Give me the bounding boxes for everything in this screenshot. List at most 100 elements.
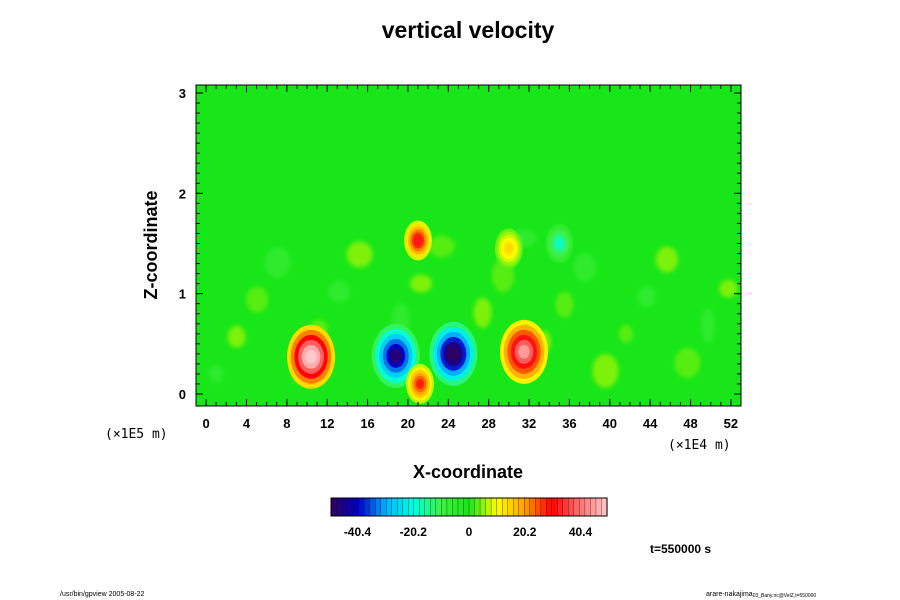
texture-blob [555,291,574,318]
colorbar-cell [490,497,498,517]
footer-right: arare-nakajima03_Bany.nc@VelZ,t=550000 [706,591,816,599]
x-tick-label: 36 [562,416,576,431]
downdraft-cell [545,223,574,264]
colorbar-tick-label: 40.4 [569,525,593,539]
chart-title: vertical velocity [382,17,555,43]
y-minor-ticks [196,92,741,395]
colorbar-cell [479,497,487,517]
updraft-contour [305,349,317,364]
footer-right-main: arare-nakajima [706,591,753,598]
x-scale-note: (×1E4 m) [668,438,731,453]
colorbar-cell [557,497,564,517]
colorbar-cell [352,497,360,517]
colorbar-cell [391,497,398,517]
downdraft-cell [429,321,478,386]
x-tick-label: 20 [401,416,415,431]
y-tick-label: 0 [179,387,186,402]
y-scale-note: (×1E5 m) [105,427,168,442]
x-tick-label: 8 [283,416,290,431]
colorbar-cell [474,497,481,517]
x-tick-label: 48 [683,416,697,431]
colorbar-cell [551,497,558,517]
colorbar-cell [386,497,393,517]
colorbar-cell [573,497,580,517]
colorbar-cell [336,497,343,517]
colorbar-ticks: -40.4 -20.2 0 20.2 40.4 [344,525,593,539]
colorbar-cell [513,497,520,517]
colorbar-cell [435,497,442,517]
texture-blob [328,280,351,303]
colorbar-cell [562,497,569,517]
updraft-cell [406,363,435,404]
colorbar-cell [446,497,453,517]
updraft-contour [416,378,425,389]
colorbar-cell [441,497,448,517]
colorbar-cell [358,497,365,517]
colorbar-tick-label: 20.2 [513,525,537,539]
y-tick-label: 3 [179,86,186,101]
colorbar: -40.4 -20.2 0 20.2 40.4 [330,497,608,539]
colorbar-tick-label: 0 [466,525,473,539]
x-tick-label: 24 [441,416,456,431]
colorbar-tick-label: -40.4 [344,525,372,539]
colorbar-cell [347,497,354,517]
updraft-cell [404,220,433,261]
colorbar-cells [330,497,608,517]
colorbar-cell [402,497,409,517]
colorbar-cell [535,497,542,517]
colorbar-cell [568,497,575,517]
texture-blob [719,279,738,298]
colorbar-cell [524,497,531,517]
x-tick-label: 28 [481,416,495,431]
colorbar-cell [419,497,426,517]
x-tick-label: 52 [724,416,738,431]
texture-blob [346,241,373,268]
texture-blob [655,246,678,273]
colorbar-cell [518,497,525,517]
updraft-contour [414,235,423,246]
x-tick-label: 4 [243,416,251,431]
colorbar-cell [496,497,503,517]
updraft-contour [504,243,513,254]
texture-blob [246,286,269,313]
texture-blob [428,235,455,258]
texture-blob [227,325,246,348]
texture-blob [573,252,596,283]
colorbar-cell [375,497,382,517]
footer-right-sub: 03_Bany.nc@VelZ,t=550000 [753,593,817,599]
updraft-contour [518,344,530,359]
colorbar-cell [363,497,371,517]
colorbar-cell [468,497,476,517]
texture-blob [209,364,224,383]
colorbar-cell [590,497,597,517]
colorbar-cell [341,497,349,517]
downdraft-contour [390,348,402,363]
colorbar-cell [529,497,536,517]
texture-blob [700,308,715,343]
colorbar-cell [507,497,514,517]
texture-blob [637,285,656,308]
y-tick-label: 1 [179,287,186,302]
texture-blob [264,247,291,278]
colorbar-frame [330,497,608,517]
colorbar-cell [457,497,465,517]
y-tick-label: 2 [179,186,186,201]
colorbar-cell [546,497,553,517]
colorbar-cell [452,497,459,517]
colorbar-cell [579,497,586,517]
field-features [287,220,574,404]
texture-blob [674,347,701,378]
colorbar-cell [501,497,509,517]
downdraft-cell [371,323,420,388]
updraft-cell [500,319,549,384]
downdraft-contour [555,238,564,249]
colorbar-cell [540,497,547,517]
colorbar-cell [330,497,338,517]
x-axis-title: X-coordinate [413,462,523,482]
colorbar-cell [430,497,437,517]
x-tick-label: 0 [202,416,209,431]
colorbar-tick-label: -20.2 [400,525,428,539]
x-tick-label: 40 [603,416,617,431]
